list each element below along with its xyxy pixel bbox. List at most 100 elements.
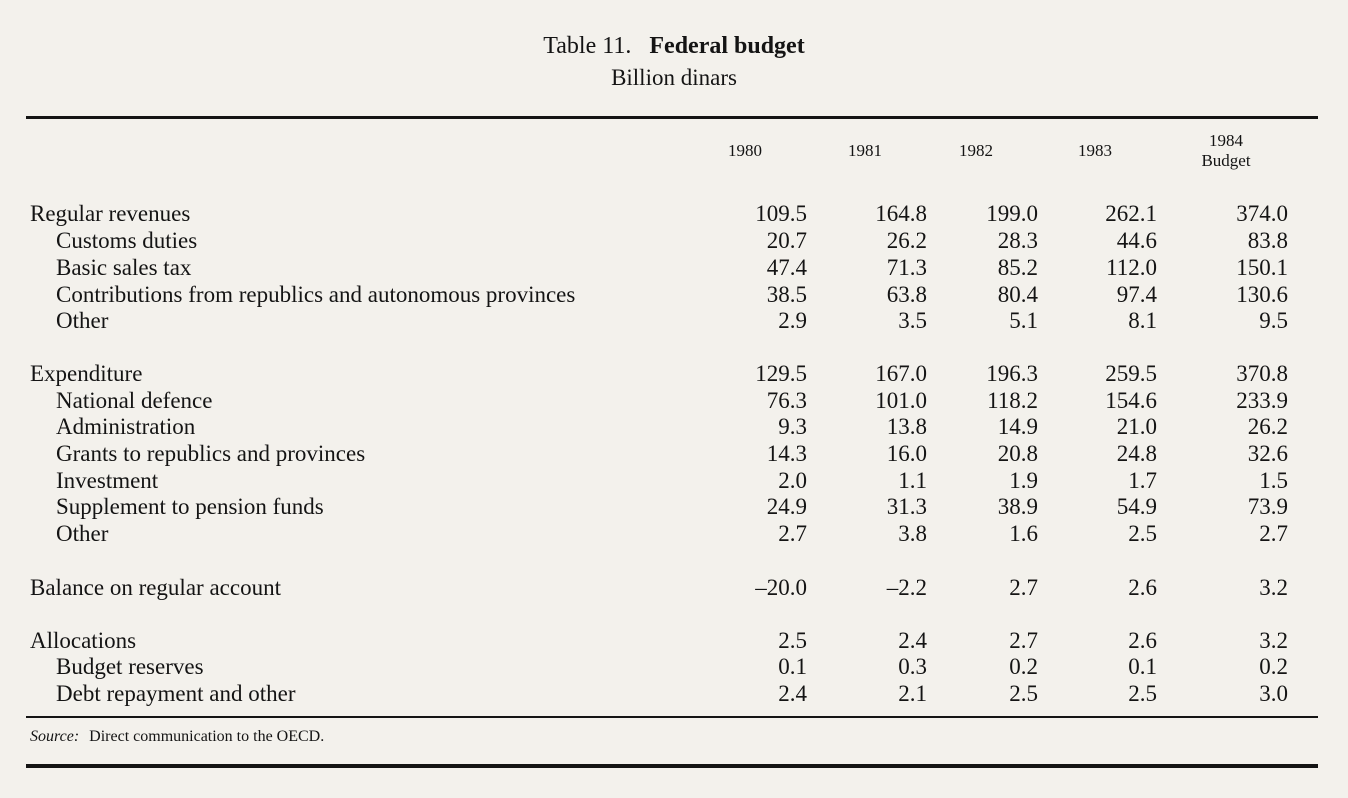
table-row: Balance on regular account –20.0 –2.2 2.7 2.… <box>0 575 1348 601</box>
table-row: Budget reserves 0.1 0.3 0.2 0.1 0.2 <box>0 654 1348 680</box>
table-cell: 2.9 <box>778 308 807 333</box>
column-header-stack: 1982 <box>959 141 993 161</box>
column-header-line: 1981 <box>848 141 882 160</box>
table-cell: 1.7 <box>1128 468 1157 493</box>
table-cell: 31.3 <box>886 494 927 519</box>
table-cell: 83.8 <box>1247 228 1288 253</box>
table-row: Basic sales tax 47.4 71.3 85.2 112.0 150.1 <box>0 255 1348 281</box>
table-cell: 20.8 <box>997 441 1038 466</box>
table-cell: 5.1 <box>1009 308 1038 333</box>
table-cell: 3.2 <box>1259 575 1288 600</box>
row-label: Supplement to pension funds <box>56 494 324 519</box>
row-label: Other <box>56 521 109 546</box>
table-cell: 16.0 <box>886 441 927 466</box>
table-cell: 199.0 <box>986 201 1038 226</box>
table-cell: 28.3 <box>997 228 1038 253</box>
table-cell: 2.4 <box>778 681 807 706</box>
table-row: Allocations 2.5 2.4 2.7 2.6 3.2 <box>0 628 1348 654</box>
table-cell: 32.6 <box>1247 441 1288 466</box>
table-cell: 13.8 <box>886 414 927 439</box>
table-cell: 2.5 <box>778 628 807 653</box>
bottom-rule <box>26 716 1318 718</box>
table-title-block: Table 11. Federal budget Billion dinars <box>0 30 1348 93</box>
table-cell: 26.2 <box>886 228 927 253</box>
table-cell: 130.6 <box>1236 282 1288 307</box>
table-cell: 112.0 <box>1106 255 1157 280</box>
table-cell: 167.0 <box>875 361 927 386</box>
table-cell: 2.5 <box>1128 521 1157 546</box>
table-cell: 3.0 <box>1259 681 1288 706</box>
table-cell: 85.2 <box>997 255 1038 280</box>
column-header-line: 1980 <box>728 141 762 160</box>
row-label: Contributions from republics and autonom… <box>56 282 576 307</box>
table-cell: 20.7 <box>766 228 807 253</box>
table-cell: 0.2 <box>1259 654 1288 679</box>
table-cell: 2.7 <box>1009 575 1038 600</box>
column-header-line: 1983 <box>1078 141 1112 160</box>
table-cell: 2.7 <box>1009 628 1038 653</box>
table-cell: 150.1 <box>1236 255 1288 280</box>
table-cell: 2.5 <box>1128 681 1157 706</box>
table-cell: 9.3 <box>778 414 807 439</box>
table-cell: 63.8 <box>886 282 927 307</box>
table-cell: 2.7 <box>1259 521 1288 546</box>
table-cell: 1.5 <box>1259 468 1288 493</box>
column-header-stack: 1981 <box>848 141 882 161</box>
column-header-stack: 1984 Budget <box>1201 131 1250 171</box>
table-cell: 101.0 <box>875 388 927 413</box>
table-cell: 1.1 <box>898 468 927 493</box>
table-cell: 24.9 <box>766 494 807 519</box>
row-label: Balance on regular account <box>30 575 281 600</box>
source-text: Direct communication to the OECD. <box>89 728 325 745</box>
source-note: Source: Direct communication to the OECD. <box>30 727 324 747</box>
table-cell: 14.9 <box>997 414 1038 439</box>
row-label: Allocations <box>30 628 137 653</box>
table-cell: 0.2 <box>1009 654 1038 679</box>
table-row: Expenditure 129.5 167.0 196.3 259.5 370.8 <box>0 361 1348 387</box>
table-cell: 118.2 <box>987 388 1038 413</box>
table-cell: 259.5 <box>1105 361 1157 386</box>
column-header-line: 1984 <box>1208 131 1243 150</box>
table-cell: 3.8 <box>898 521 927 546</box>
table-cell: 164.8 <box>875 201 927 226</box>
table-cell: 26.2 <box>1247 414 1288 439</box>
table-unit: Billion dinars <box>611 65 737 90</box>
table-row: Debt repayment and other 2.4 2.1 2.5 2.5 3.0 <box>0 681 1348 707</box>
row-label: Other <box>56 308 109 333</box>
row-label: Budget reserves <box>56 654 204 679</box>
column-header: 1980 <box>690 128 800 174</box>
table-cell: 76.3 <box>766 388 807 413</box>
table-cell: 73.9 <box>1247 494 1288 519</box>
table-cell: 262.1 <box>1105 201 1157 226</box>
final-rule <box>26 764 1318 768</box>
table-cell: 80.4 <box>997 282 1038 307</box>
table-cell: 233.9 <box>1236 388 1288 413</box>
table-cell: 44.6 <box>1116 228 1157 253</box>
column-header: 1982 <box>921 128 1031 174</box>
table-cell: 0.1 <box>1128 654 1157 679</box>
table-cell: 154.6 <box>1105 388 1157 413</box>
table-row: Contributions from republics and autonom… <box>0 282 1348 308</box>
table-cell: 0.1 <box>778 654 807 679</box>
table-cell: 2.1 <box>898 681 927 706</box>
table-row: Investment 2.0 1.1 1.9 1.7 1.5 <box>0 468 1348 494</box>
column-header-stack: 1983 <box>1078 141 1112 161</box>
column-header: 1983 <box>1040 128 1150 174</box>
table-row: Regular revenues 109.5 164.8 199.0 262.1 374.… <box>0 201 1348 227</box>
table-cell: 9.5 <box>1259 308 1288 333</box>
source-label: Source: <box>30 728 80 745</box>
table-cell: 14.3 <box>766 441 807 466</box>
row-label: Administration <box>56 414 196 439</box>
row-label: Customs duties <box>56 228 198 253</box>
table-cell: 2.6 <box>1128 628 1157 653</box>
table-cell: 3.2 <box>1259 628 1288 653</box>
table-cell: 374.0 <box>1236 201 1288 226</box>
table-cell: 0.3 <box>898 654 927 679</box>
table-cell: 2.4 <box>898 628 927 653</box>
table-row: Grants to republics and provinces 14.3 16.… <box>0 441 1348 467</box>
top-rule <box>26 116 1318 119</box>
table-cell: 2.0 <box>778 468 807 493</box>
table-number: Table 11. <box>543 33 632 59</box>
table-cell: 8.1 <box>1128 308 1157 333</box>
table-cell: 1.9 <box>1009 468 1038 493</box>
